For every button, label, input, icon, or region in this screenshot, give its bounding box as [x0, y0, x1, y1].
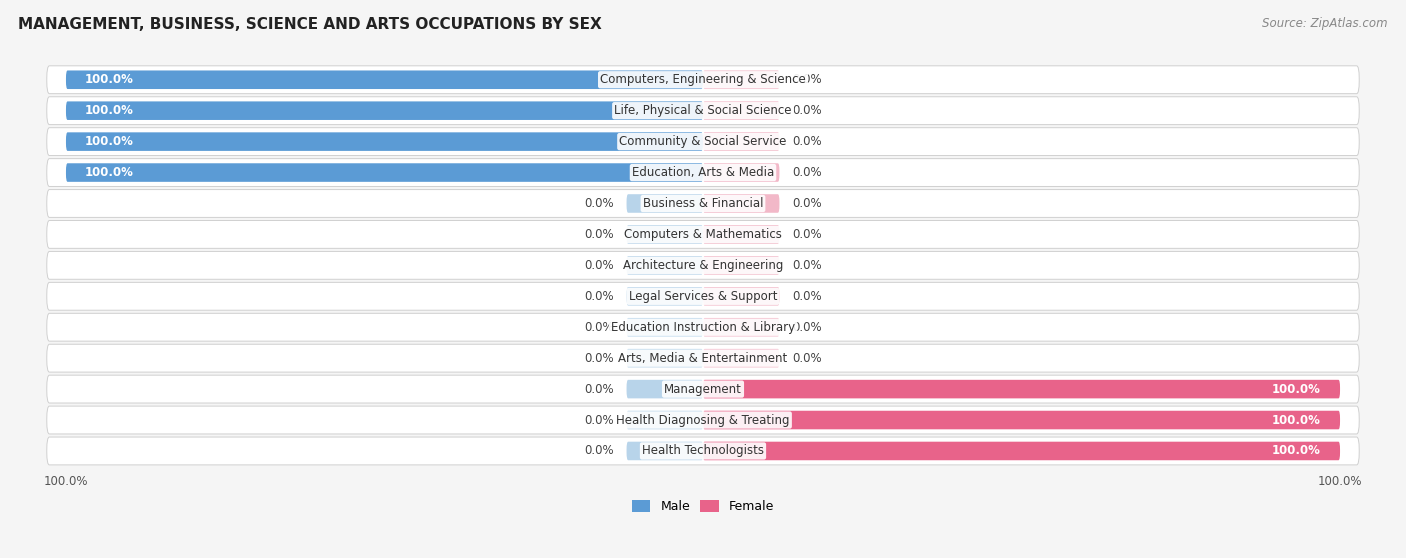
FancyBboxPatch shape	[627, 287, 703, 306]
Text: 0.0%: 0.0%	[583, 383, 614, 396]
FancyBboxPatch shape	[703, 70, 779, 89]
FancyBboxPatch shape	[627, 380, 703, 398]
FancyBboxPatch shape	[627, 411, 703, 429]
Text: MANAGEMENT, BUSINESS, SCIENCE AND ARTS OCCUPATIONS BY SEX: MANAGEMENT, BUSINESS, SCIENCE AND ARTS O…	[18, 17, 602, 32]
FancyBboxPatch shape	[703, 318, 779, 336]
FancyBboxPatch shape	[627, 194, 703, 213]
FancyBboxPatch shape	[703, 380, 1340, 398]
FancyBboxPatch shape	[46, 128, 1360, 156]
FancyBboxPatch shape	[66, 70, 703, 89]
FancyBboxPatch shape	[46, 158, 1360, 186]
Text: 0.0%: 0.0%	[792, 73, 823, 86]
FancyBboxPatch shape	[46, 97, 1360, 124]
FancyBboxPatch shape	[66, 102, 703, 120]
Text: 0.0%: 0.0%	[792, 321, 823, 334]
Text: Computers, Engineering & Science: Computers, Engineering & Science	[600, 73, 806, 86]
Text: 0.0%: 0.0%	[792, 259, 823, 272]
FancyBboxPatch shape	[627, 442, 703, 460]
Text: 100.0%: 100.0%	[1272, 383, 1320, 396]
Text: 0.0%: 0.0%	[792, 197, 823, 210]
Text: 0.0%: 0.0%	[792, 104, 823, 117]
FancyBboxPatch shape	[703, 225, 779, 244]
Text: 100.0%: 100.0%	[86, 104, 134, 117]
Text: 100.0%: 100.0%	[1272, 413, 1320, 426]
FancyBboxPatch shape	[46, 406, 1360, 434]
Text: 0.0%: 0.0%	[792, 166, 823, 179]
Text: Education, Arts & Media: Education, Arts & Media	[631, 166, 775, 179]
Text: 0.0%: 0.0%	[792, 228, 823, 241]
FancyBboxPatch shape	[46, 344, 1360, 372]
FancyBboxPatch shape	[46, 66, 1360, 94]
Text: 0.0%: 0.0%	[583, 321, 614, 334]
FancyBboxPatch shape	[703, 163, 779, 182]
Text: 100.0%: 100.0%	[86, 135, 134, 148]
FancyBboxPatch shape	[46, 220, 1360, 248]
FancyBboxPatch shape	[46, 313, 1360, 341]
FancyBboxPatch shape	[703, 132, 779, 151]
FancyBboxPatch shape	[627, 256, 703, 275]
Text: 100.0%: 100.0%	[44, 475, 89, 488]
Text: 0.0%: 0.0%	[583, 352, 614, 365]
FancyBboxPatch shape	[703, 411, 1340, 429]
FancyBboxPatch shape	[703, 442, 1340, 460]
Text: 0.0%: 0.0%	[792, 135, 823, 148]
Text: Architecture & Engineering: Architecture & Engineering	[623, 259, 783, 272]
Text: 0.0%: 0.0%	[583, 197, 614, 210]
Text: 0.0%: 0.0%	[792, 290, 823, 303]
Legend: Male, Female: Male, Female	[627, 496, 779, 518]
Text: Legal Services & Support: Legal Services & Support	[628, 290, 778, 303]
Text: Arts, Media & Entertainment: Arts, Media & Entertainment	[619, 352, 787, 365]
FancyBboxPatch shape	[703, 194, 779, 213]
Text: Business & Financial: Business & Financial	[643, 197, 763, 210]
Text: Life, Physical & Social Science: Life, Physical & Social Science	[614, 104, 792, 117]
Text: Computers & Mathematics: Computers & Mathematics	[624, 228, 782, 241]
FancyBboxPatch shape	[703, 287, 779, 306]
Text: 100.0%: 100.0%	[86, 166, 134, 179]
FancyBboxPatch shape	[627, 318, 703, 336]
FancyBboxPatch shape	[46, 282, 1360, 310]
FancyBboxPatch shape	[46, 437, 1360, 465]
Text: 100.0%: 100.0%	[1317, 475, 1362, 488]
Text: 0.0%: 0.0%	[583, 228, 614, 241]
FancyBboxPatch shape	[46, 252, 1360, 279]
Text: 0.0%: 0.0%	[583, 445, 614, 458]
Text: Health Technologists: Health Technologists	[643, 445, 763, 458]
Text: Management: Management	[664, 383, 742, 396]
FancyBboxPatch shape	[703, 349, 779, 367]
Text: Education Instruction & Library: Education Instruction & Library	[612, 321, 794, 334]
Text: 100.0%: 100.0%	[1272, 445, 1320, 458]
Text: Health Diagnosing & Treating: Health Diagnosing & Treating	[616, 413, 790, 426]
FancyBboxPatch shape	[703, 256, 779, 275]
Text: 0.0%: 0.0%	[583, 290, 614, 303]
Text: 100.0%: 100.0%	[86, 73, 134, 86]
Text: 0.0%: 0.0%	[583, 259, 614, 272]
FancyBboxPatch shape	[66, 163, 703, 182]
FancyBboxPatch shape	[627, 349, 703, 367]
FancyBboxPatch shape	[46, 190, 1360, 218]
FancyBboxPatch shape	[627, 225, 703, 244]
Text: 0.0%: 0.0%	[792, 352, 823, 365]
FancyBboxPatch shape	[703, 102, 779, 120]
Text: Community & Social Service: Community & Social Service	[619, 135, 787, 148]
FancyBboxPatch shape	[66, 132, 703, 151]
FancyBboxPatch shape	[46, 375, 1360, 403]
Text: 0.0%: 0.0%	[583, 413, 614, 426]
Text: Source: ZipAtlas.com: Source: ZipAtlas.com	[1263, 17, 1388, 30]
